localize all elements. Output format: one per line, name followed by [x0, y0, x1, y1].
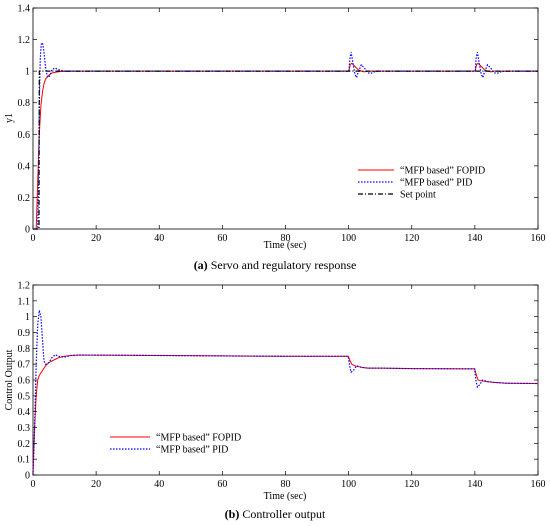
x-tick-label: 40	[154, 479, 164, 490]
y-tick-label: 0.5	[18, 391, 31, 402]
series-line-3	[33, 70, 538, 230]
y-axis-label: Control Output	[4, 349, 15, 410]
y-tick-label: 0.1	[18, 455, 31, 466]
x-tick-label: 80	[281, 479, 291, 490]
x-tick-label: 0	[31, 233, 36, 244]
y-tick-label: 0.3	[18, 423, 31, 434]
x-tick-label: 60	[217, 233, 227, 244]
y-tick-label: 0	[25, 471, 30, 482]
x-tick-label: 160	[531, 479, 546, 490]
x-tick-label: 120	[404, 479, 419, 490]
x-tick-label: 60	[217, 479, 227, 490]
legend: “MFP based” FOPID“MFP based” PID	[110, 433, 241, 456]
caption-text: Servo and regulatory response	[210, 258, 357, 272]
y-tick-label: 0.6	[18, 376, 31, 387]
x-tick-label: 160	[531, 233, 546, 244]
x-tick-label: 140	[467, 233, 482, 244]
x-tick-label: 100	[341, 479, 356, 490]
y-tick-label: 1	[25, 312, 30, 323]
y-tick-label: 0.8	[18, 344, 31, 355]
y-tick-label: 0.4	[18, 407, 31, 418]
x-tick-label: 20	[91, 233, 101, 244]
caption-tag: (a)	[193, 258, 208, 272]
axis-ticks: 0 20 40 60 80 100 120 140 160 0 0.1 0.2 0.3 0.4 0.5 0.6…	[18, 281, 546, 491]
y-tick-label: 0.7	[18, 360, 31, 371]
chart-controller-output: 0 20 40 60 80 100 120 140 160 0 0.1 0.2 0.3 0.4 0.5 0.6…	[4, 281, 546, 503]
y-axis-label: y1	[4, 113, 15, 123]
y-tick-label: 1.1	[18, 296, 31, 307]
y-tick-label: 0.2	[18, 193, 31, 204]
x-tick-label: 0	[31, 479, 36, 490]
chart-servo-response: 0 20 40 60 80 100 120 140 160 0 0.2 0.4 0.6 0.8 1 1.2 1.…	[4, 4, 546, 252]
y-tick-label: 1.2	[18, 281, 31, 292]
caption-text: Controller output	[242, 507, 326, 521]
y-tick-label: 0.9	[18, 328, 31, 339]
legend-label: “MFP based” FOPID	[156, 433, 241, 444]
x-tick-label: 140	[467, 479, 482, 490]
y-tick-label: 1.4	[18, 4, 31, 15]
legend-label: “MFP based” PID	[156, 445, 228, 456]
series-line-1	[32, 354, 539, 476]
y-tick-label: 0.6	[18, 130, 31, 141]
y-tick-label: 0.8	[18, 98, 31, 109]
x-tick-label: 40	[154, 233, 164, 244]
series-line-2	[32, 310, 539, 476]
y-tick-label: 0.2	[18, 439, 31, 450]
y-tick-label: 1.2	[18, 35, 31, 46]
caption-a: (a) Servo and regulatory response	[0, 258, 550, 273]
caption-tag: (b)	[224, 507, 240, 521]
x-axis-label: Time (sec)	[264, 491, 307, 502]
x-tick-label: 120	[404, 233, 419, 244]
x-axis-label: Time (sec)	[264, 240, 307, 251]
series-line-1	[33, 62, 538, 230]
plot-area	[33, 41, 538, 230]
y-tick-label: 0.4	[18, 161, 31, 172]
caption-b: (b) Controller output	[0, 507, 550, 522]
plot-frame	[32, 7, 539, 230]
x-tick-label: 80	[281, 233, 291, 244]
x-tick-label: 100	[341, 233, 356, 244]
legend-label: “MFP based” PID	[400, 178, 472, 189]
y-tick-label: 0	[25, 225, 30, 236]
axis-ticks: 0 20 40 60 80 100 120 140 160 0 0.2 0.4 0.6 0.8 1 1.2 1.…	[18, 4, 546, 245]
y-tick-label: 1	[25, 67, 30, 78]
legend-label: “MFP based” FOPID	[400, 166, 485, 177]
x-tick-label: 20	[91, 479, 101, 490]
plot-frame	[32, 284, 539, 476]
legend-label: Set point	[400, 190, 436, 201]
plot-area	[32, 310, 539, 476]
